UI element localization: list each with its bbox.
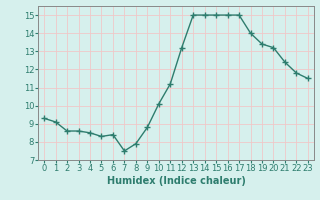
X-axis label: Humidex (Indice chaleur): Humidex (Indice chaleur) <box>107 176 245 186</box>
